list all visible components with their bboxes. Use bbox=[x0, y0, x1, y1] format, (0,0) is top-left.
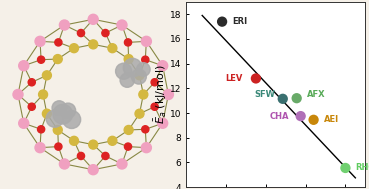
Point bbox=[342, 167, 348, 170]
Circle shape bbox=[38, 126, 45, 133]
Circle shape bbox=[35, 143, 45, 153]
Circle shape bbox=[135, 109, 144, 118]
Circle shape bbox=[42, 71, 51, 80]
Circle shape bbox=[108, 44, 117, 53]
Text: CHA: CHA bbox=[270, 112, 289, 121]
Circle shape bbox=[131, 69, 146, 84]
Circle shape bbox=[77, 152, 85, 160]
Text: SFW: SFW bbox=[254, 90, 275, 99]
Circle shape bbox=[117, 20, 127, 30]
Circle shape bbox=[89, 140, 98, 149]
Circle shape bbox=[19, 118, 29, 128]
Circle shape bbox=[139, 90, 148, 99]
Circle shape bbox=[69, 136, 79, 145]
Circle shape bbox=[141, 36, 151, 46]
Circle shape bbox=[28, 103, 35, 110]
Circle shape bbox=[88, 165, 98, 175]
Circle shape bbox=[142, 126, 149, 133]
Circle shape bbox=[53, 104, 73, 124]
Circle shape bbox=[102, 152, 109, 160]
Text: AEI: AEI bbox=[324, 115, 339, 124]
Circle shape bbox=[151, 103, 158, 110]
Circle shape bbox=[163, 89, 173, 100]
Y-axis label: $\bar{E}_a$ (kJ/mol): $\bar{E}_a$ (kJ/mol) bbox=[152, 65, 169, 124]
Circle shape bbox=[151, 79, 158, 86]
Circle shape bbox=[63, 111, 81, 129]
Circle shape bbox=[55, 39, 62, 46]
Circle shape bbox=[55, 143, 62, 150]
Circle shape bbox=[115, 63, 132, 79]
Circle shape bbox=[89, 40, 98, 49]
Point bbox=[280, 97, 286, 100]
Circle shape bbox=[59, 20, 69, 30]
Circle shape bbox=[124, 143, 132, 150]
Point bbox=[253, 77, 259, 80]
Circle shape bbox=[135, 71, 144, 80]
Circle shape bbox=[158, 61, 168, 71]
Circle shape bbox=[124, 125, 133, 134]
Circle shape bbox=[158, 118, 168, 128]
Circle shape bbox=[53, 55, 62, 64]
Circle shape bbox=[53, 125, 62, 134]
Point bbox=[219, 20, 225, 23]
Circle shape bbox=[59, 159, 69, 169]
Circle shape bbox=[42, 109, 51, 118]
Text: AFX: AFX bbox=[307, 90, 325, 99]
Circle shape bbox=[52, 101, 66, 115]
Circle shape bbox=[88, 14, 98, 24]
Point bbox=[298, 115, 304, 118]
Circle shape bbox=[13, 89, 23, 100]
Circle shape bbox=[108, 136, 117, 145]
Circle shape bbox=[77, 29, 85, 37]
Text: LEV: LEV bbox=[225, 74, 242, 83]
Text: ERI: ERI bbox=[232, 17, 247, 26]
Circle shape bbox=[102, 29, 109, 37]
Text: RHO: RHO bbox=[355, 163, 369, 173]
Circle shape bbox=[141, 143, 151, 153]
Circle shape bbox=[35, 36, 45, 46]
Circle shape bbox=[61, 103, 76, 118]
Circle shape bbox=[28, 79, 35, 86]
Circle shape bbox=[124, 55, 133, 64]
Circle shape bbox=[39, 90, 48, 99]
Circle shape bbox=[38, 56, 45, 63]
Circle shape bbox=[124, 39, 132, 46]
Circle shape bbox=[69, 44, 79, 53]
Point bbox=[294, 97, 300, 100]
Circle shape bbox=[19, 61, 29, 71]
Circle shape bbox=[120, 73, 134, 87]
Circle shape bbox=[123, 58, 142, 77]
Circle shape bbox=[142, 56, 149, 63]
Point bbox=[311, 118, 317, 121]
Circle shape bbox=[117, 159, 127, 169]
Circle shape bbox=[137, 63, 150, 76]
Circle shape bbox=[46, 110, 63, 127]
